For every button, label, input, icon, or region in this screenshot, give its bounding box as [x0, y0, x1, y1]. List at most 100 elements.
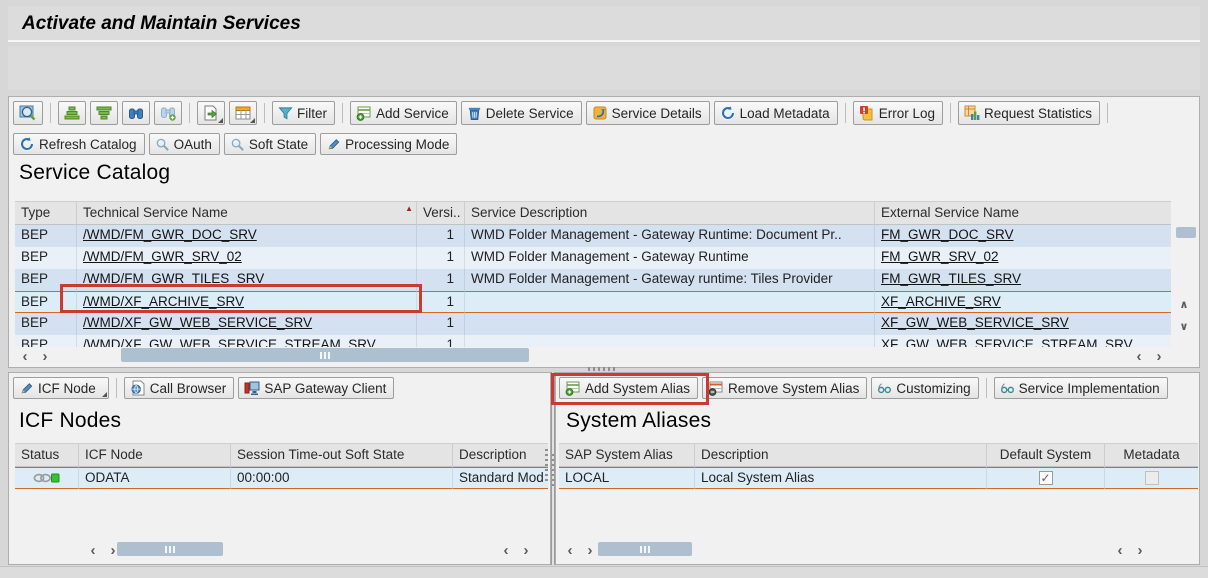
delete-service-button[interactable]: Delete Service: [460, 101, 582, 125]
refresh-display-button[interactable]: [13, 101, 43, 125]
scroll-up-icon[interactable]: ∧: [1179, 298, 1189, 311]
default-system-checkbox[interactable]: [1038, 471, 1053, 485]
external-service-link[interactable]: XF_GW_WEB_SERVICE_STREAM_SRV: [881, 337, 1133, 347]
export-icon: [204, 105, 218, 121]
metadata-checkbox[interactable]: [1144, 471, 1159, 485]
soft-state-button[interactable]: Soft State: [223, 133, 317, 155]
header-band: [8, 46, 1200, 90]
hscroll-thumb[interactable]: [121, 348, 529, 362]
external-service-link[interactable]: XF_GW_WEB_SERVICE_SRV: [881, 315, 1069, 330]
external-service-link[interactable]: FM_GWR_DOC_SRV: [881, 227, 1014, 242]
status-strip: [0, 566, 1208, 578]
request-statistics-button[interactable]: Request Statistics: [957, 101, 1101, 125]
export-button[interactable]: [197, 101, 225, 125]
customizing-button[interactable]: Customizing: [871, 377, 979, 399]
oauth-button[interactable]: OAuth: [148, 133, 220, 155]
col-header-type[interactable]: Type: [15, 201, 77, 225]
choose-layout-button[interactable]: [229, 101, 257, 125]
scroll-left-icon[interactable]: ‹: [90, 541, 96, 559]
external-service-link[interactable]: FM_GWR_SRV_02: [881, 249, 999, 264]
col-header-version[interactable]: Versi..: [417, 201, 465, 225]
icf-nodes-header: Status ICF Node Session Time-out Soft St…: [15, 443, 548, 467]
request-statistics-icon: [964, 105, 980, 120]
system-alias-row[interactable]: LOCAL Local System Alias: [559, 467, 1198, 489]
refresh-catalog-icon: [20, 137, 34, 151]
technical-service-link[interactable]: /WMD/XF_GW_WEB_SERVICE_STREAM_SRV: [83, 337, 376, 347]
column-drag-handle[interactable]: [545, 447, 548, 481]
col-header-service-description[interactable]: Service Description: [465, 201, 875, 225]
add-service-icon: [356, 106, 371, 121]
service-catalog-header: Type Technical Service Name ▲ Versi.. Se…: [15, 201, 1171, 225]
scroll-left-icon[interactable]: ‹: [503, 541, 509, 559]
add-service-button[interactable]: Add Service: [350, 101, 457, 125]
find-button[interactable]: [122, 101, 150, 125]
refresh-catalog-button[interactable]: Refresh Catalog: [13, 133, 145, 155]
horizontal-splitter-handle[interactable]: [588, 367, 618, 371]
scroll-right-icon[interactable]: ›: [110, 541, 116, 559]
system-aliases-table: SAP System Alias Description Default Sys…: [559, 443, 1198, 489]
sort-ascending-button[interactable]: [58, 101, 86, 125]
external-service-link[interactable]: FM_GWR_TILES_SRV: [881, 271, 1022, 286]
find-next-button[interactable]: [154, 101, 182, 125]
call-browser-button[interactable]: Call Browser: [123, 377, 235, 399]
col-header-technical-service-name[interactable]: Technical Service Name ▲: [77, 201, 417, 225]
service-implementation-button[interactable]: Service Implementation: [993, 377, 1168, 399]
add-system-alias-button[interactable]: Add System Alias: [559, 377, 699, 399]
hscroll-thumb[interactable]: [117, 542, 223, 556]
scroll-left-icon[interactable]: ‹: [1117, 541, 1123, 559]
technical-service-link[interactable]: /WMD/XF_GW_WEB_SERVICE_SRV: [83, 315, 313, 330]
scroll-left-icon[interactable]: ‹: [1136, 347, 1142, 365]
scroll-left-icon[interactable]: ‹: [567, 541, 573, 559]
system-aliases-header: SAP System Alias Description Default Sys…: [559, 443, 1198, 467]
technical-service-link[interactable]: /WMD/FM_GWR_TILES_SRV: [83, 271, 265, 286]
col-header-external-service-name[interactable]: External Service Name: [875, 201, 1171, 225]
error-log-button[interactable]: Error Log: [852, 101, 943, 125]
vertical-splitter[interactable]: [551, 372, 555, 565]
table-row[interactable]: BEP /WMD/FM_GWR_TILES_SRV 1 WMD Folder M…: [15, 269, 1171, 291]
remove-system-alias-button[interactable]: Remove System Alias: [702, 377, 868, 399]
col-header-description[interactable]: Description: [453, 443, 548, 467]
external-service-link[interactable]: XF_ARCHIVE_SRV: [881, 294, 1001, 309]
table-row-selected[interactable]: BEP /WMD/XF_ARCHIVE_SRV 1 XF_ARCHIVE_SRV: [15, 291, 1171, 313]
delete-trash-icon: [468, 107, 480, 121]
col-header-session-timeout[interactable]: Session Time-out Soft State: [231, 443, 453, 467]
load-metadata-button[interactable]: Load Metadata: [713, 101, 838, 125]
hscroll-thumb[interactable]: [598, 542, 692, 556]
sort-descending-button[interactable]: [90, 101, 118, 125]
table-row[interactable]: BEP /WMD/XF_GW_WEB_SERVICE_STREAM_SRV 1 …: [15, 335, 1171, 347]
scroll-right-icon[interactable]: ›: [1137, 541, 1143, 559]
find-next-icon: [161, 107, 176, 121]
col-header-status[interactable]: Status: [15, 443, 79, 467]
col-header-icf-node[interactable]: ICF Node: [79, 443, 231, 467]
col-header-default-system[interactable]: Default System: [987, 443, 1105, 467]
dropdown-corner-icon: [250, 118, 255, 123]
scroll-right-icon[interactable]: ›: [587, 541, 593, 559]
table-row[interactable]: BEP /WMD/XF_GW_WEB_SERVICE_SRV 1 XF_GW_W…: [15, 313, 1171, 335]
sap-gateway-client-button[interactable]: SAP Gateway Client: [238, 377, 395, 399]
col-header-metadata[interactable]: Metadata: [1105, 443, 1198, 467]
filter-button[interactable]: Filter: [272, 101, 335, 125]
technical-service-link[interactable]: /WMD/FM_GWR_DOC_SRV: [83, 227, 257, 242]
service-details-button[interactable]: Service Details: [585, 101, 710, 125]
icf-node-button[interactable]: ICF Node: [13, 377, 109, 399]
col-header-description[interactable]: Description: [695, 443, 987, 467]
col-header-sap-system-alias[interactable]: SAP System Alias: [559, 443, 695, 467]
title-bar: Activate and Maintain Services: [8, 6, 1200, 42]
customizing-glasses-icon: [878, 382, 892, 393]
scroll-right-icon[interactable]: ›: [523, 541, 529, 559]
technical-service-link[interactable]: /WMD/FM_GWR_SRV_02: [83, 249, 242, 264]
find-icon: [129, 108, 143, 119]
icf-node-row[interactable]: ODATA 00:00:00 Standard Mod: [15, 467, 548, 489]
table-row[interactable]: BEP /WMD/FM_GWR_DOC_SRV 1 WMD Folder Man…: [15, 225, 1171, 247]
service-catalog-body: BEP /WMD/FM_GWR_DOC_SRV 1 WMD Folder Man…: [15, 225, 1171, 347]
scroll-left-icon[interactable]: ‹: [22, 347, 28, 365]
vscroll-thumb[interactable]: [1176, 227, 1196, 238]
scroll-right-icon[interactable]: ›: [1156, 347, 1162, 365]
table-row[interactable]: BEP /WMD/FM_GWR_SRV_02 1 WMD Folder Mana…: [15, 247, 1171, 269]
refresh-display-icon: [19, 105, 36, 121]
processing-mode-button[interactable]: Processing Mode: [320, 133, 458, 155]
technical-service-link[interactable]: /WMD/XF_ARCHIVE_SRV: [83, 294, 245, 309]
call-browser-globe-icon: [131, 380, 145, 396]
scroll-down-icon[interactable]: ∨: [1179, 320, 1189, 333]
scroll-right-icon[interactable]: ›: [42, 347, 48, 365]
